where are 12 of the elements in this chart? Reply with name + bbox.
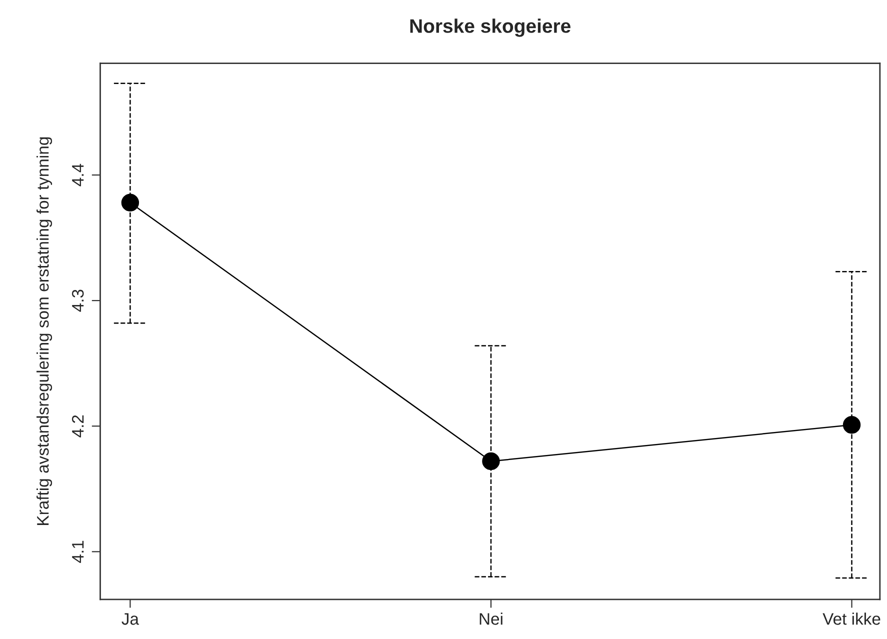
x-tick-label: Ja xyxy=(122,613,139,625)
point xyxy=(482,452,500,470)
point xyxy=(842,416,861,434)
y-axis-title: Kraftig avstandsregulering som erstatning for tynning xyxy=(36,137,52,525)
point xyxy=(121,194,140,212)
y-tick-label: 4.1 xyxy=(72,540,84,563)
y-tick-label: 4.2 xyxy=(72,415,84,438)
x-tick-label: Nei xyxy=(480,612,502,625)
y-tick-label: 4.3 xyxy=(72,290,84,312)
x-tick-label: Vet ikke xyxy=(822,612,880,625)
chart-title: Norske skogeiere xyxy=(410,18,570,37)
y-tick-label: 4.4 xyxy=(72,164,84,186)
